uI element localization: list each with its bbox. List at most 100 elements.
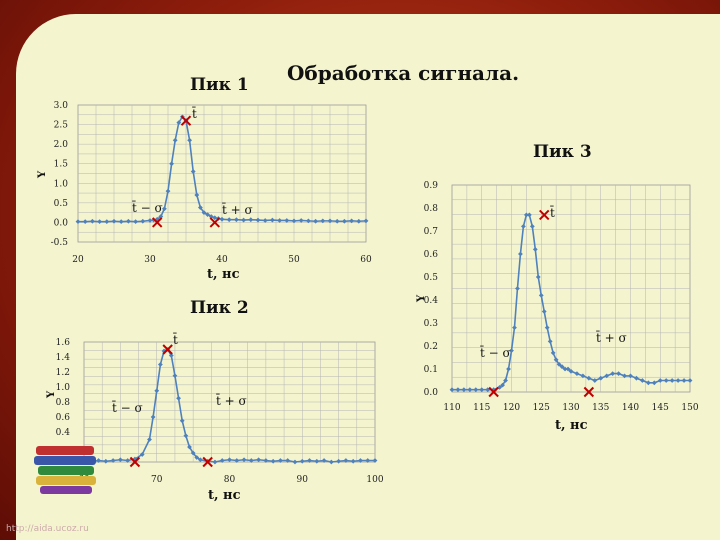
data-point [104,219,110,225]
marker-x-peak1 [180,115,192,126]
data-point [363,218,369,224]
xlabel-peak3: t, нс [555,418,588,433]
data-point [500,382,505,388]
xtick-label-peak3: 130 [562,403,579,413]
data-point [118,219,124,225]
marker-label-peak3: t̄ − σ [480,344,511,360]
data-point [343,458,349,463]
ytick-label-peak3: 0.3 [424,319,439,329]
data-point [179,418,185,424]
marker-x-peak3 [488,386,499,398]
data-point [306,218,311,224]
data-point [190,169,196,174]
data-point [125,458,131,463]
data-point [227,457,232,463]
data-point [634,375,639,381]
data-point [190,450,196,456]
data-point [111,218,117,224]
chart-peak1: Пик 1 t, нс Y -0.5 0.0 0.5 1.0 1.5 2.0 2.5 3.0 2… [37,75,372,282]
data-point [610,371,616,376]
data-point [523,212,529,218]
ytick-label-peak3: 0.7 [424,227,439,237]
data-point [509,348,514,353]
data-point [97,219,102,225]
data-point [162,206,167,212]
ytick-label-peak3: 0.5 [424,273,439,283]
data-point [277,218,282,223]
data-point [628,373,633,379]
ylabel-peak3: Y [416,294,427,303]
data-point [314,458,320,464]
data-point [616,371,621,376]
xlabel-peak2: t, нс [208,488,241,503]
data-point [161,348,167,354]
data-point [503,378,508,383]
xtick-label-peak3: 135 [592,403,609,413]
data-point [103,458,109,464]
data-point [538,293,544,298]
data-point [187,444,192,450]
data-point [515,286,520,291]
data-point [262,218,268,223]
data-point [553,357,559,363]
data-point [562,366,568,372]
data-point [117,457,123,463]
ytick-label-peak3: 0.4 [424,296,439,306]
marker-label-peak2: t̄ [173,331,178,347]
grid-peak2 [83,341,376,463]
ytick-label-peak2: 1.0 [56,383,71,393]
data-point [126,218,131,224]
ytick-label-peak1: -0.5 [51,238,69,248]
data-point [157,362,163,367]
marker-label-peak1: t̄ + σ [222,201,253,217]
data-point [645,380,651,386]
xtick-label-peak3: 140 [622,403,639,413]
data-point [675,378,681,383]
ytick-label-peak3: 0.0 [424,388,439,398]
data-point [327,218,333,224]
data-point [291,218,297,224]
ytick-label-peak3: 0.9 [424,181,439,191]
data-point [172,373,178,379]
data-point [568,368,574,374]
xtick-label-peak2: 80 [224,475,236,485]
data-point [669,378,675,383]
xtick-label-peak3: 125 [533,403,550,413]
ytick-label-peak2: 1.2 [56,368,70,378]
data-point [198,457,203,463]
ylabel-peak1: Y [37,170,48,179]
data-point [535,274,541,280]
data-point [365,458,371,463]
data-point [284,218,290,223]
ytick-label-peak2: 1.4 [56,353,71,363]
data-point [565,366,571,372]
marker-x-peak3 [583,386,595,398]
ytick-label-peak1: 0.0 [54,218,69,228]
marker-label-peak1: t̄ − σ [132,199,163,215]
data-point [176,120,182,126]
data-point [183,433,189,439]
data-point [248,458,254,463]
data-point [529,224,535,229]
ytick-label-peak2: 0.4 [56,428,71,438]
data-point [512,325,517,330]
data-point [139,452,145,457]
data-point [292,459,298,465]
data-point [334,218,340,224]
marker-x-peak1 [151,217,163,228]
ytick-label-peak1: 2.0 [54,140,69,150]
marker-label-peak1: t̄ [192,105,197,121]
data-point [461,387,467,393]
xtick-label-peak1: 20 [72,255,84,265]
slide-panel [16,14,720,540]
data-point [598,375,604,381]
chart-peak3: Пик 3 t, нс Y 0.0 0.1 0.2 0.3 0.4 0.5 0.6 0.7 0.… [416,142,699,433]
data-point [147,218,153,223]
data-point [212,459,218,465]
ytick-label-peak2: 1.6 [56,338,71,348]
data-point [544,325,550,330]
data-point [150,414,156,420]
data-point [285,458,291,463]
xtick-label-peak3: 150 [681,403,698,413]
marker-label-peak3: t̄ [550,204,555,220]
